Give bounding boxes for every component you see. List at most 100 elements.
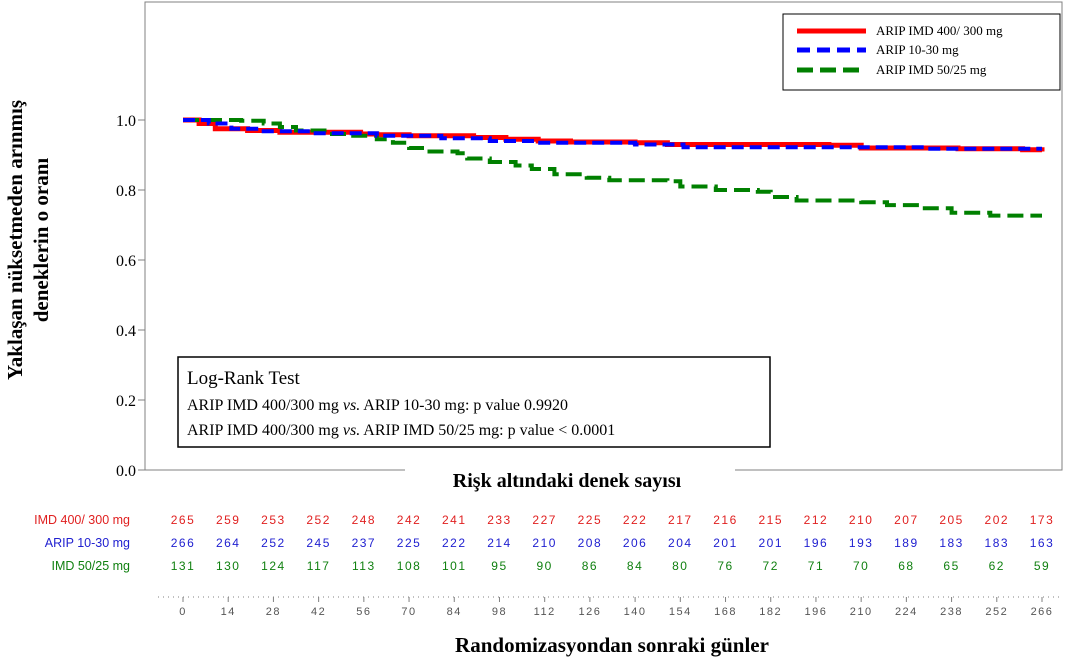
risk-value: 196 xyxy=(804,536,829,550)
risk-value: 207 xyxy=(894,513,919,527)
y-axis-ticks: 0.0 0.2 0.4 0.6 0.8 1.0 xyxy=(116,113,145,480)
legend: ARIP IMD 400/ 300 mg ARIP 10-30 mg ARIP … xyxy=(782,13,1061,91)
risk-table: IMD 400/ 300 mg 265 259 253 252 248 242 241 233 2… xyxy=(34,513,1055,573)
risk-value: 86 xyxy=(582,559,598,573)
y-axis-label-line-2: deneklerin o oranı xyxy=(29,158,53,323)
risk-value: 65 xyxy=(943,559,959,573)
x-axis-ticks: 0 14 28 42 56 70 84 98 112 126 140 154 168 182 196 210 2… xyxy=(158,596,1060,618)
risk-value: 173 xyxy=(1030,513,1055,527)
risk-value: 242 xyxy=(397,513,422,527)
risk-value: 201 xyxy=(713,536,738,550)
risk-value: 259 xyxy=(216,513,241,527)
risk-value: 163 xyxy=(1030,536,1055,550)
risk-value: 76 xyxy=(717,559,733,573)
risk-value: 124 xyxy=(261,559,286,573)
y-tick-label: 1.0 xyxy=(116,113,136,130)
risk-value: 266 xyxy=(171,536,196,550)
x-tick-label: 126 xyxy=(578,606,601,618)
x-tick-label: 252 xyxy=(985,606,1008,618)
y-tick-label: 0.6 xyxy=(116,253,136,270)
log-rank-title: Log-Rank Test xyxy=(187,368,301,389)
y-axis-label-line-1: Yaklaşan nüksetmeden arınmış xyxy=(3,100,27,380)
x-tick-label: 84 xyxy=(447,606,462,618)
y-tick-label: 0.8 xyxy=(116,183,136,200)
risk-value: 264 xyxy=(216,536,241,550)
x-tick-label: 238 xyxy=(940,606,963,618)
risk-value: 84 xyxy=(627,559,643,573)
risk-value: 204 xyxy=(668,536,693,550)
risk-value: 241 xyxy=(442,513,467,527)
series-line-1 xyxy=(183,118,1042,151)
risk-value: 233 xyxy=(487,513,512,527)
x-tick-label: 28 xyxy=(266,606,281,618)
risk-value: 225 xyxy=(578,513,603,527)
risk-value: 193 xyxy=(849,536,874,550)
risk-value: 113 xyxy=(352,559,376,573)
risk-value: 201 xyxy=(758,536,783,550)
risk-value: 225 xyxy=(397,536,422,550)
log-rank-line-2: ARIP IMD 400/300 mg vs. ARIP IMD 50/25 m… xyxy=(187,422,615,439)
y-tick-label: 0.2 xyxy=(116,393,136,410)
risk-value: 252 xyxy=(306,513,331,527)
risk-value: 130 xyxy=(216,559,241,573)
series-lines xyxy=(183,117,1045,218)
risk-value: 205 xyxy=(939,513,964,527)
risk-value: 101 xyxy=(442,559,467,573)
risk-value: 215 xyxy=(758,513,783,527)
x-tick-label: 14 xyxy=(221,606,236,618)
x-tick-label: 112 xyxy=(534,606,556,618)
risk-value: 212 xyxy=(804,513,829,527)
risk-value: 237 xyxy=(352,536,377,550)
y-tick-label: 0.0 xyxy=(116,463,136,480)
log-rank-frame xyxy=(177,356,771,448)
risk-value: 183 xyxy=(939,536,964,550)
risk-value: 72 xyxy=(763,559,779,573)
risk-value: 248 xyxy=(352,513,377,527)
risk-value: 202 xyxy=(985,513,1010,527)
legend-label-arip-imd-50: ARIP IMD 50/25 mg xyxy=(876,62,987,77)
x-tick-label: 266 xyxy=(1031,606,1054,618)
risk-value: 216 xyxy=(713,513,738,527)
legend-label-arip-10-30: ARIP 10-30 mg xyxy=(876,42,959,57)
risk-value: 227 xyxy=(532,513,557,527)
risk-row-label: IMD 50/25 mg xyxy=(51,559,130,573)
y-tick-label: 0.4 xyxy=(116,323,136,340)
risk-value: 183 xyxy=(985,536,1010,550)
x-tick-label: 154 xyxy=(669,606,692,618)
x-tick-label: 210 xyxy=(850,606,873,618)
risk-value: 252 xyxy=(261,536,286,550)
log-rank-line-1: ARIP IMD 400/300 mg vs. ARIP 10-30 mg: p… xyxy=(187,397,568,414)
x-tick-label: 140 xyxy=(624,606,647,618)
x-tick-label: 56 xyxy=(356,606,371,618)
risk-value: 62 xyxy=(989,559,1005,573)
risk-table-title: Rişk altındaki denek sayısı xyxy=(453,470,682,492)
risk-value: 80 xyxy=(672,559,688,573)
risk-value: 131 xyxy=(171,559,196,573)
log-rank-box: Log-Rank Test ARIP IMD 400/300 mg vs. AR… xyxy=(177,356,771,448)
risk-row-label: ARIP 10-30 mg xyxy=(45,536,130,550)
risk-value: 117 xyxy=(307,559,331,573)
risk-value: 90 xyxy=(537,559,553,573)
x-tick-label: 182 xyxy=(759,606,782,618)
risk-value: 108 xyxy=(397,559,422,573)
x-axis-label: Randomizasyondan sonraki günler xyxy=(455,633,769,657)
legend-label-arip-imd-400: ARIP IMD 400/ 300 mg xyxy=(876,23,1003,38)
x-tick-label: 0 xyxy=(179,606,187,618)
risk-value: 222 xyxy=(623,513,648,527)
risk-row-label: IMD 400/ 300 mg xyxy=(34,513,130,527)
risk-value: 95 xyxy=(491,559,507,573)
risk-value: 68 xyxy=(898,559,914,573)
risk-value: 208 xyxy=(578,536,603,550)
risk-title-backdrop xyxy=(405,462,735,492)
risk-value: 70 xyxy=(853,559,869,573)
x-tick-label: 98 xyxy=(492,606,507,618)
risk-value: 189 xyxy=(894,536,919,550)
risk-value: 217 xyxy=(668,513,693,527)
risk-value: 71 xyxy=(808,559,824,573)
x-tick-label: 70 xyxy=(401,606,416,618)
risk-value: 265 xyxy=(171,513,196,527)
risk-value: 210 xyxy=(849,513,874,527)
x-tick-label: 224 xyxy=(895,606,918,618)
risk-value: 222 xyxy=(442,536,467,550)
